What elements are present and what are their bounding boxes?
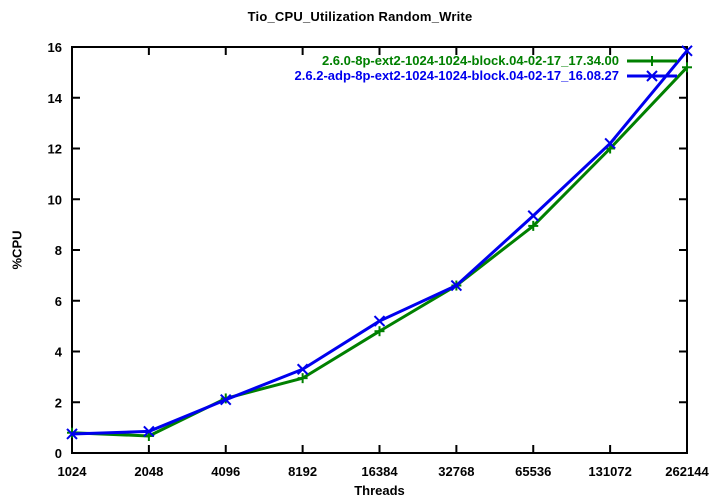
chart-title: Tio_CPU_Utilization Random_Write [247, 9, 473, 24]
svg-text:262144: 262144 [665, 464, 709, 479]
svg-text:10: 10 [48, 192, 62, 207]
svg-text:14: 14 [48, 91, 63, 106]
svg-text:2: 2 [55, 395, 62, 410]
svg-text:1024: 1024 [58, 464, 88, 479]
legend: 2.6.0-8p-ext2-1024-1024-block.04-02-17_1… [295, 53, 677, 83]
svg-text:131072: 131072 [588, 464, 631, 479]
x-axis-label: Threads [354, 483, 405, 498]
svg-text:65536: 65536 [515, 464, 551, 479]
svg-text:12: 12 [48, 142, 62, 157]
svg-text:2048: 2048 [134, 464, 163, 479]
legend-item: 2.6.2-adp-8p-ext2-1024-1024-block.04-02-… [295, 68, 677, 83]
svg-text:4096: 4096 [211, 464, 240, 479]
svg-text:6: 6 [55, 294, 62, 309]
svg-text:8: 8 [55, 243, 62, 258]
legend-item: 2.6.0-8p-ext2-1024-1024-block.04-02-17_1… [295, 53, 677, 68]
svg-text:16384: 16384 [361, 464, 398, 479]
legend-line-sample-icon [627, 55, 677, 66]
svg-text:16: 16 [48, 40, 62, 55]
legend-label: 2.6.2-adp-8p-ext2-1024-1024-block.04-02-… [294, 68, 619, 83]
svg-text:8192: 8192 [288, 464, 317, 479]
svg-text:32768: 32768 [438, 464, 474, 479]
svg-text:4: 4 [55, 345, 63, 360]
legend-line-sample-icon [627, 69, 677, 82]
legend-label: 2.6.0-8p-ext2-1024-1024-block.04-02-17_1… [321, 53, 619, 68]
svg-text:0: 0 [55, 446, 62, 461]
y-axis-label: %CPU [9, 230, 25, 270]
